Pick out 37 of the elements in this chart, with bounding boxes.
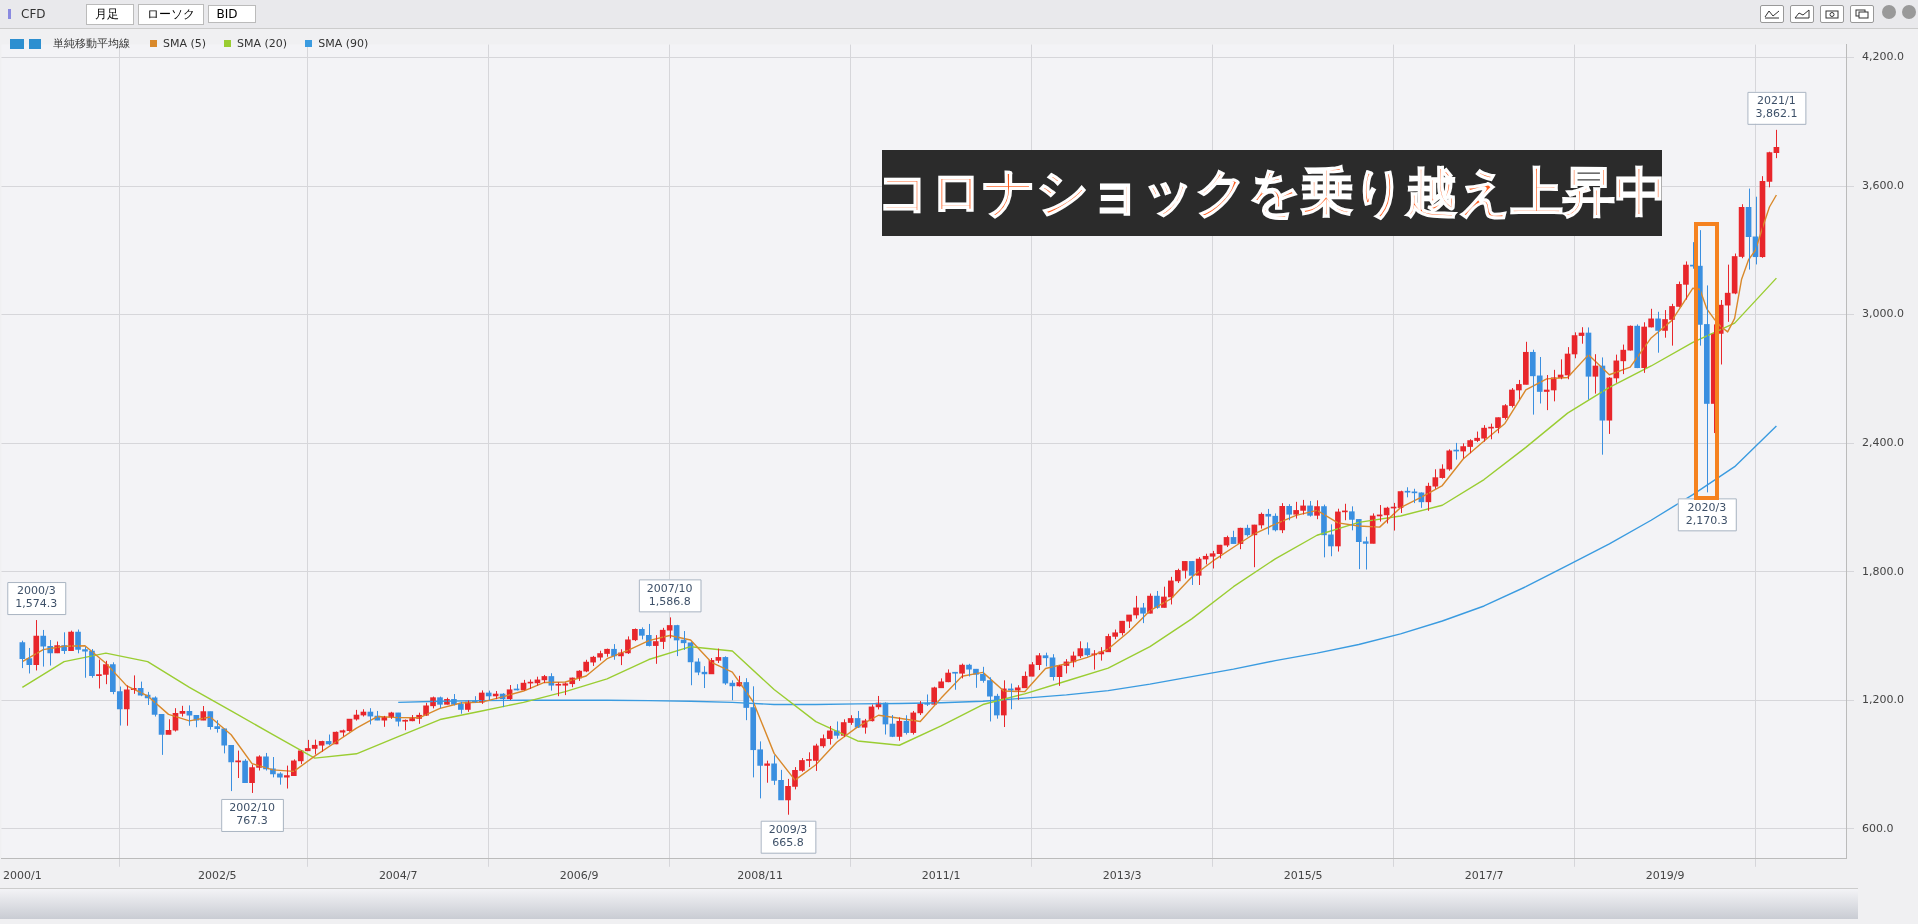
annotation: 2009/3 665.8 <box>768 823 808 850</box>
text: BID <box>207 5 256 23</box>
x-tick-label: 2013/3 <box>1102 869 1142 883</box>
y-tick-label: 4,200.0 <box>1862 50 1905 64</box>
annotation: 2000/3 1,574.3 <box>15 584 58 611</box>
candlestick <box>1084 641 1091 658</box>
x-tick-label: 2000/1 <box>3 869 42 883</box>
text: ローソク <box>137 3 204 25</box>
y-tick-label: 1,800.0 <box>1862 564 1905 578</box>
x-tick-label: 2008/11 <box>737 869 784 883</box>
y-tick-label: 3,600.0 <box>1862 178 1905 192</box>
legend-label: SMA (20) <box>236 37 288 50</box>
text: CFD <box>21 7 46 21</box>
y-tick-label: 2,400.0 <box>1862 435 1905 449</box>
x-tick-label: 2002/5 <box>197 869 237 883</box>
candlestick <box>1286 503 1292 521</box>
legend-title: 単純移動平均線 <box>53 36 130 51</box>
annotation: 2007/10 1,586.8 <box>646 581 693 608</box>
x-tick-label: 2004/7 <box>378 869 418 883</box>
annotation: 2002/10 767.3 <box>229 801 275 828</box>
y-tick-label: 1,200.0 <box>1862 693 1905 707</box>
annotation: 2020/3 2,170.3 <box>1685 500 1728 527</box>
x-tick-label: 2017/7 <box>1464 869 1504 883</box>
candlestick <box>952 671 958 691</box>
legend-label: SMA (5) <box>162 37 207 50</box>
legend-label: SMA (90) <box>317 37 369 50</box>
annotation: コロナショックを乗り越え上昇中 <box>877 161 1667 224</box>
annotation: 2021/1 3,862.1 <box>1755 94 1798 121</box>
x-tick-label: 2011/1 <box>921 869 961 883</box>
y-tick-label: 600.0 <box>1862 821 1894 835</box>
x-tick-label: 2015/5 <box>1283 869 1323 883</box>
x-tick-label: 2019/9 <box>1645 869 1685 883</box>
candlestick <box>332 731 339 745</box>
y-tick-label: 3,000.0 <box>1862 307 1905 321</box>
text: 月足 <box>85 3 134 25</box>
x-tick-label: 2006/9 <box>559 869 599 883</box>
candlestick <box>959 663 965 679</box>
